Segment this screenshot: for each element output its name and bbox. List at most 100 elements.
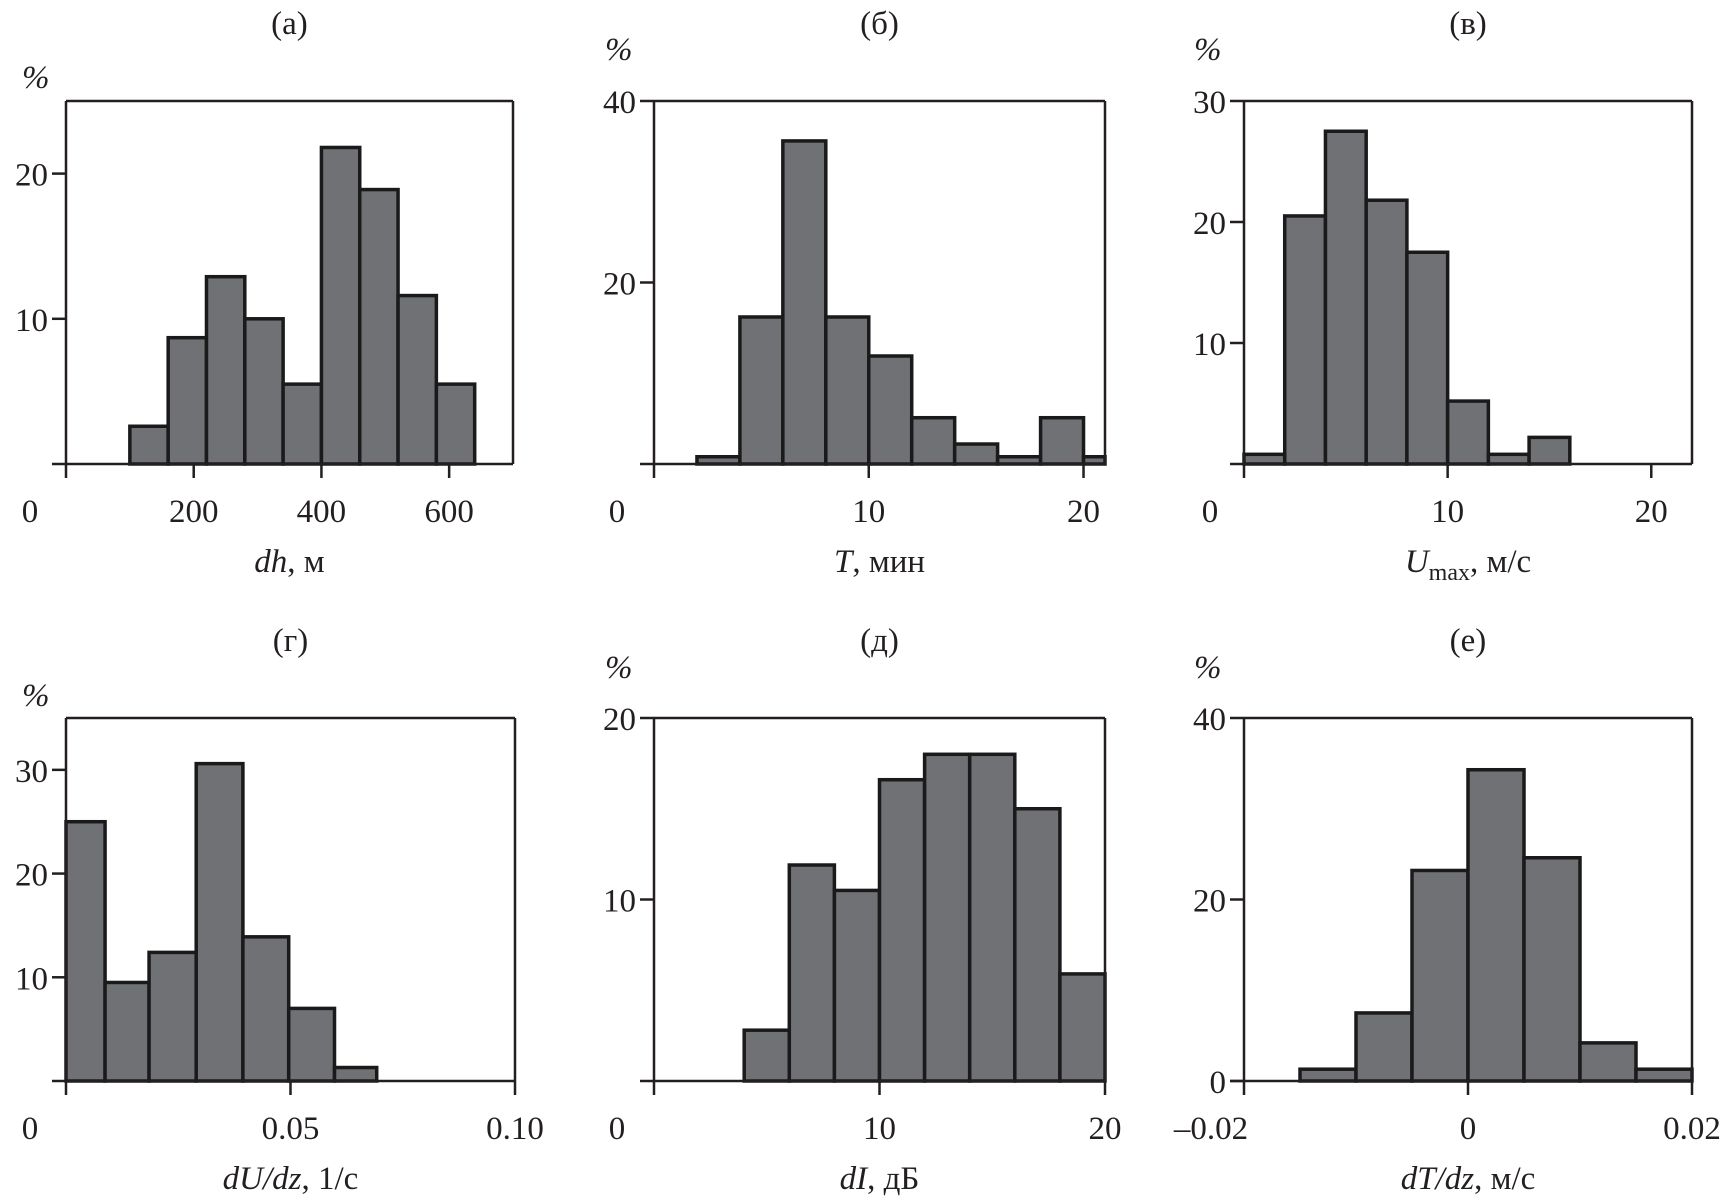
histogram-bar bbox=[243, 317, 285, 466]
x-axis-unit: , м/с bbox=[1470, 544, 1531, 580]
histogram-bar bbox=[922, 752, 972, 1083]
histogram-bar bbox=[319, 145, 362, 466]
y-tick-label: 10 bbox=[603, 884, 636, 920]
histogram-bar bbox=[1486, 452, 1531, 466]
y-tick-label: 40 bbox=[603, 85, 636, 121]
x-axis-label: dI, дБ bbox=[840, 1161, 920, 1197]
y-tick-label: 20 bbox=[1193, 206, 1226, 242]
histogram-bar bbox=[241, 935, 291, 1083]
x-tick-label: 0 bbox=[1202, 494, 1219, 530]
x-tick-label: 10 bbox=[863, 1111, 896, 1147]
histogram-bar bbox=[166, 335, 209, 466]
histogram-bar bbox=[1038, 415, 1086, 466]
x-tick-label: 20 bbox=[1635, 494, 1668, 530]
histogram-bar bbox=[1298, 1067, 1358, 1083]
y-axis-label: % bbox=[22, 60, 50, 96]
histogram-bar bbox=[1013, 807, 1062, 1083]
y-axis-label: % bbox=[22, 678, 50, 714]
panel-d: (д)% 10 20 0 10 20 dI, дБ bbox=[603, 623, 1122, 1197]
histogram-bar bbox=[357, 187, 400, 466]
histogram-bar bbox=[1354, 1011, 1414, 1083]
y-tick-label: 20 bbox=[15, 858, 48, 894]
x-axis-variable: dU/dz bbox=[223, 1161, 302, 1197]
x-axis-label: T, мин bbox=[834, 544, 925, 580]
x-tick-label: 0 bbox=[1460, 1111, 1477, 1147]
panel-title: (е) bbox=[1450, 623, 1487, 659]
panel-e: (е)% 0 20 40 –0.02 0 0.02 dT/dz, м/с bbox=[1173, 623, 1721, 1197]
histogram-bar bbox=[286, 1006, 337, 1083]
histogram-bar bbox=[281, 382, 324, 466]
x-tick-label: 200 bbox=[169, 494, 219, 530]
histogram-bar bbox=[1058, 972, 1107, 1083]
y-axis-label: % bbox=[1194, 650, 1222, 686]
x-axis-variable: dI bbox=[840, 1161, 870, 1197]
histogram-bar bbox=[867, 354, 914, 466]
y-tick-label: 10 bbox=[15, 303, 48, 339]
x-axis-label: dU/dz, 1/с bbox=[223, 1161, 359, 1197]
histogram-bar bbox=[877, 777, 927, 1083]
y-tick-label: 10 bbox=[1193, 327, 1226, 363]
histogram-bar bbox=[738, 315, 785, 466]
panel-title: (б) bbox=[860, 6, 899, 42]
panel-title: (в) bbox=[1449, 6, 1487, 42]
x-axis-variable: dh bbox=[254, 544, 287, 580]
x-tick-label: 0 bbox=[22, 1111, 39, 1147]
x-axis-variable: U bbox=[1405, 544, 1431, 580]
x-axis-unit: , м bbox=[287, 544, 325, 580]
histogram-bar bbox=[781, 139, 828, 466]
histogram-bar bbox=[103, 980, 151, 1083]
histogram-bar bbox=[787, 863, 837, 1083]
y-tick-label: 30 bbox=[1193, 85, 1226, 121]
histogram-bar bbox=[64, 819, 107, 1083]
x-axis-label: dh, м bbox=[254, 544, 325, 580]
histogram-bar bbox=[1578, 1041, 1638, 1083]
y-tick-label: 40 bbox=[1193, 702, 1226, 738]
x-tick-label: 20 bbox=[1067, 494, 1100, 530]
histogram-bar bbox=[1242, 452, 1287, 466]
histogram-bar bbox=[1466, 767, 1526, 1083]
histogram-bar bbox=[128, 424, 170, 466]
histogram-bar bbox=[1323, 129, 1368, 466]
x-tick-label: 0 bbox=[22, 494, 39, 530]
x-tick-label: –0.02 bbox=[1173, 1111, 1248, 1147]
panel-v: (в)% 10 20 30 0 10 20 Umax, м/с bbox=[1193, 6, 1694, 586]
x-tick-label: 600 bbox=[424, 494, 474, 530]
y-tick-label: 10 bbox=[15, 961, 48, 997]
histogram-bar bbox=[332, 1065, 379, 1083]
panel-title: (г) bbox=[273, 623, 309, 659]
y-tick-label: 20 bbox=[603, 267, 636, 303]
y-tick-label: 0 bbox=[1210, 1065, 1227, 1101]
y-tick-label: 20 bbox=[603, 702, 636, 738]
x-tick-label: 400 bbox=[297, 494, 347, 530]
histogram-bar bbox=[1405, 250, 1450, 466]
x-axis-unit: , мин bbox=[852, 544, 925, 580]
histogram-bar bbox=[1410, 868, 1470, 1083]
histogram-bar bbox=[909, 415, 957, 466]
histogram-bar bbox=[1522, 856, 1582, 1083]
histogram-bar bbox=[832, 888, 882, 1083]
panel-title: (д) bbox=[860, 623, 899, 659]
panel-g: (г)% 10 20 30 0 0.05 0.10 dU/dz, 1/с bbox=[15, 623, 544, 1197]
x-tick-label: 0 bbox=[609, 1111, 626, 1147]
histogram-bar bbox=[1282, 214, 1328, 466]
panel-b: (б)% 20 40 0 10 20 T, мин bbox=[603, 6, 1107, 580]
y-axis-label: % bbox=[605, 32, 633, 68]
histogram-bar bbox=[396, 293, 439, 466]
histogram-bar bbox=[824, 315, 871, 466]
x-axis-label: Umax, м/с bbox=[1405, 544, 1531, 586]
histogram-bar bbox=[147, 950, 198, 1083]
histogram-bar bbox=[194, 761, 245, 1083]
x-tick-label: 0.02 bbox=[1663, 1111, 1721, 1147]
histogram-bar bbox=[1364, 198, 1409, 466]
histogram-bar bbox=[1634, 1067, 1694, 1083]
x-axis-label: dT/dz, м/с bbox=[1401, 1161, 1536, 1197]
y-tick-label: 20 bbox=[15, 158, 48, 194]
histogram-bar bbox=[1527, 435, 1572, 466]
histogram-bar bbox=[952, 442, 1000, 466]
x-axis-variable: T bbox=[834, 544, 855, 580]
x-tick-label: 0.10 bbox=[486, 1111, 544, 1147]
x-tick-label: 10 bbox=[1431, 494, 1464, 530]
y-tick-label: 20 bbox=[1193, 884, 1226, 920]
